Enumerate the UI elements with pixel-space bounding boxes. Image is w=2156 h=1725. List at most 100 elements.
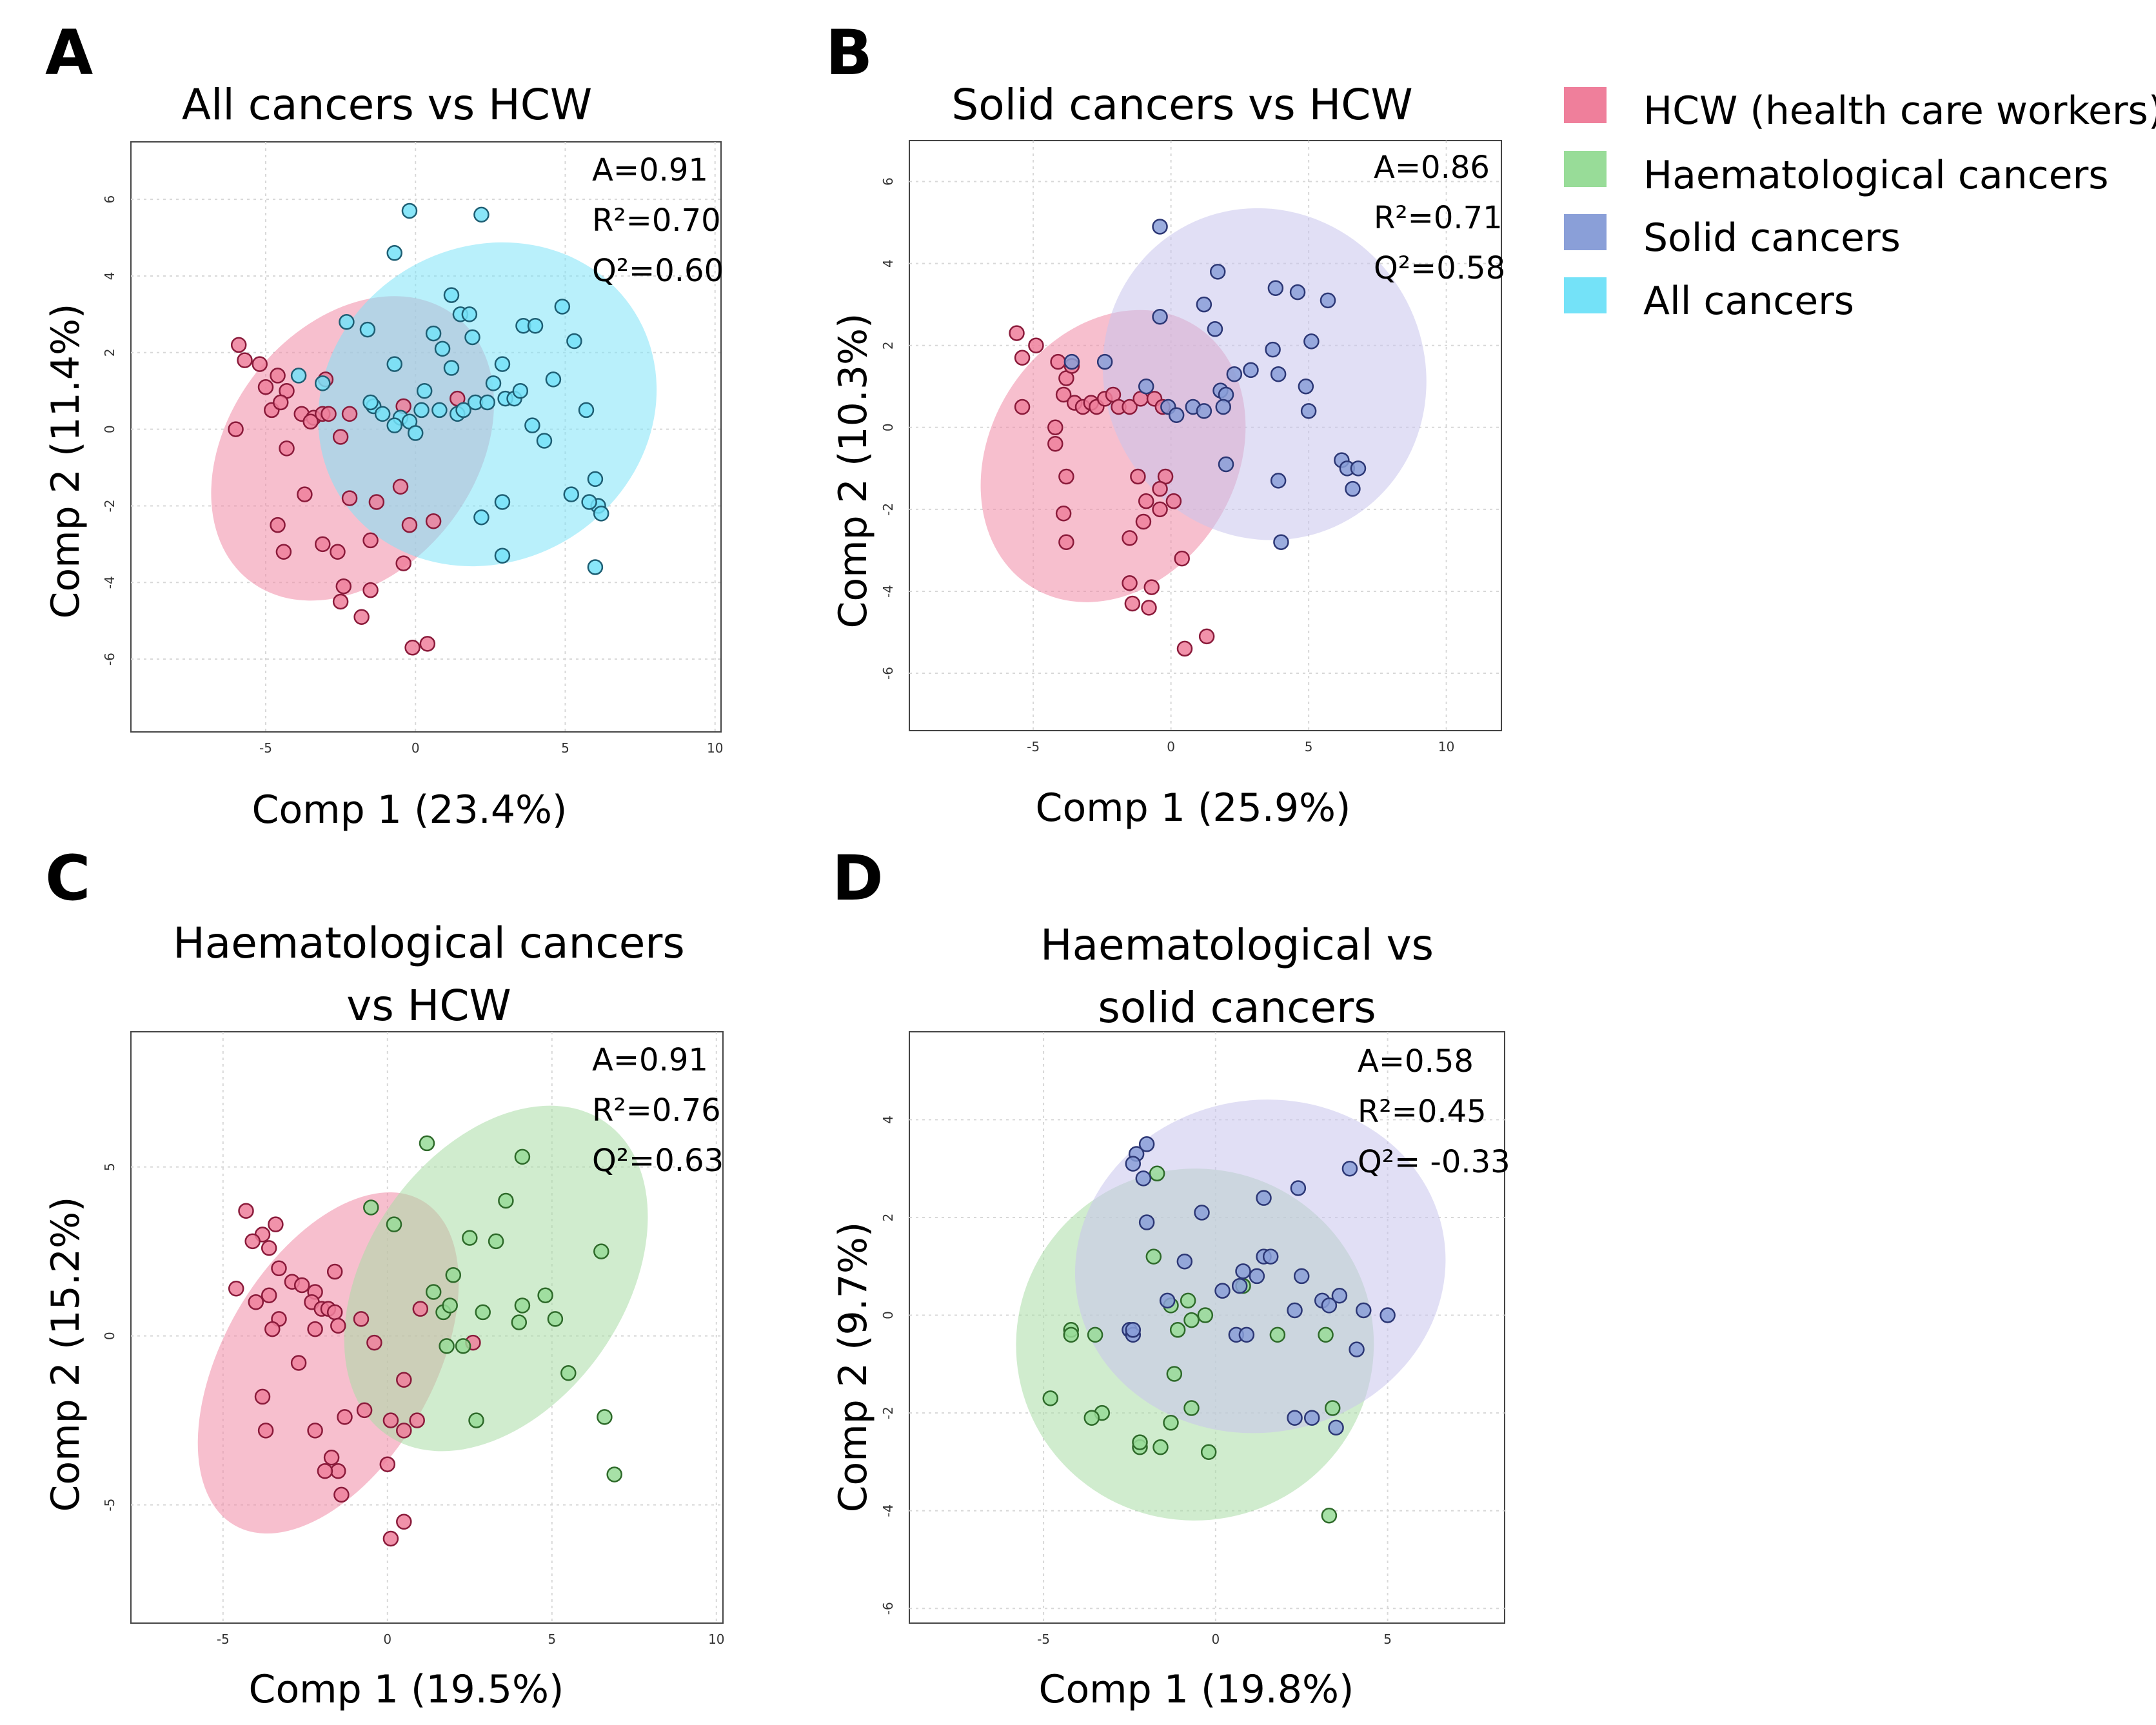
panel-b-point-hcw: [1138, 493, 1154, 509]
panel-b-y-tick-label: 6: [880, 177, 896, 186]
panel-a-point-hcw: [321, 406, 337, 422]
panel-a-point-all-cancers: [425, 325, 442, 342]
panel-a-x-axis-label: Comp 1 (23.4%): [252, 787, 568, 833]
panel-b-y-tick-label: 2: [880, 341, 896, 350]
panel-a: All cancers vs HCW -5 0 5 10 -6 -4 -2 0 2 4 6 A=0.…: [43, 80, 724, 833]
panel-a-point-all-cancers: [593, 506, 609, 522]
panel-b-point-hcw: [1130, 468, 1146, 485]
panel-b-point-solid-cancers: [1152, 308, 1168, 325]
panel-b-stat-a: A=0.86: [1374, 150, 1490, 186]
panel-letter-b: B: [826, 17, 873, 89]
panel-c-x-tick-label: 10: [708, 1631, 724, 1647]
panel-a-point-all-cancers: [536, 433, 553, 449]
panel-b-point-hcw: [1124, 595, 1141, 612]
panel-c-point-haematological-cancers: [425, 1284, 442, 1300]
panel-a-point-hcw: [419, 636, 436, 652]
panel-d-point-solid-cancers: [1214, 1283, 1231, 1299]
panel-a-point-all-cancers: [494, 547, 511, 564]
panel-c-y-tick-label: 5: [102, 1163, 117, 1171]
panel-c-point-haematological-cancers: [462, 1230, 478, 1246]
panel-c-title-line-2: vs HCW: [346, 981, 511, 1030]
panel-c-point-haematological-cancers: [455, 1338, 471, 1354]
panel-a-point-hcw: [392, 478, 409, 495]
panel-letter-c: C: [45, 842, 90, 914]
panel-a-point-hcw: [315, 536, 331, 553]
panel-b-point-hcw: [1122, 530, 1138, 546]
panel-c-point-hcw: [396, 1513, 412, 1530]
panel-c-point-haematological-cancers: [419, 1135, 435, 1152]
panel-d-point-solid-cancers: [1328, 1419, 1344, 1436]
panel-a-point-all-cancers: [563, 486, 580, 502]
panel-a-point-all-cancers: [431, 402, 448, 419]
panel-b: Solid cancers vs HCW -5 0 5 10 -6 -4 -2 0 2 4 6 A=…: [831, 80, 1505, 831]
panel-d-point-solid-cancers: [1262, 1248, 1279, 1265]
panel-d-x-tick-label: -5: [1037, 1631, 1050, 1647]
panel-d-point-solid-cancers: [1235, 1263, 1251, 1279]
panel-d-y-axis-label: Comp 2 (9.7%): [831, 1222, 876, 1513]
panel-c-point-hcw: [379, 1456, 396, 1472]
panel-b-point-hcw: [1122, 399, 1138, 415]
panel-a-y-tick-label: -2: [102, 499, 117, 512]
panel-a-stat-a: A=0.91: [592, 152, 708, 188]
panel-d-point-solid-cancers: [1125, 1156, 1142, 1172]
panel-c-x-tick-label: -5: [217, 1631, 230, 1647]
panel-a-point-all-cancers: [473, 509, 490, 526]
panel-a-point-all-cancers: [578, 402, 595, 419]
panel-d-point-solid-cancers: [1287, 1302, 1303, 1319]
panel-a-point-hcw: [297, 486, 313, 502]
panel-c-y-tick-label: -5: [102, 1499, 117, 1512]
panel-a-point-hcw: [302, 413, 319, 429]
panel-d-point-solid-cancers: [1331, 1287, 1348, 1304]
panel-a-y-axis-label: Comp 2 (11.4%): [43, 304, 88, 619]
panel-b-point-hcw: [1143, 579, 1160, 595]
panel-a-point-all-cancers: [587, 471, 604, 488]
panel-c-point-hcw: [248, 1294, 264, 1310]
legend-swatch-solid: [1564, 214, 1607, 250]
panel-b-x-axis-label: Comp 1 (25.9%): [1036, 785, 1351, 831]
panel-d-point-solid-cancers: [1380, 1307, 1396, 1323]
panel-b-point-hcw: [1165, 493, 1182, 509]
panel-d-y-tick-label: 0: [880, 1311, 896, 1319]
panel-c-point-haematological-cancers: [498, 1192, 514, 1209]
panel-b-point-hcw: [1152, 480, 1168, 497]
panel-a-point-all-cancers: [434, 340, 451, 357]
panel-b-y-tick-label: 4: [880, 259, 896, 268]
panel-b-point-solid-cancers: [1267, 280, 1284, 296]
panel-d-point-haematological-cancers: [1197, 1307, 1214, 1323]
panel-c-point-hcw: [330, 1317, 346, 1334]
panel-d-point-haematological-cancers: [1063, 1326, 1080, 1343]
panel-c-point-haematological-cancers: [363, 1199, 379, 1216]
panel-d-point-haematological-cancers: [1169, 1322, 1186, 1338]
panel-a-point-all-cancers: [524, 417, 540, 433]
panel-c-point-haematological-cancers: [439, 1338, 455, 1354]
panel-b-point-solid-cancers: [1300, 403, 1317, 419]
panel-b-x-tick-label: 0: [1167, 739, 1175, 754]
panel-b-point-hcw: [1122, 575, 1138, 591]
panel-d-point-solid-cancers: [1159, 1292, 1176, 1309]
panel-d-point-solid-cancers: [1303, 1410, 1320, 1426]
panel-d-point-solid-cancers: [1356, 1302, 1372, 1319]
panel-a-point-hcw: [368, 494, 385, 510]
panel-b-point-hcw: [1014, 350, 1031, 366]
panel-c-x-tick-label: 0: [383, 1631, 391, 1647]
panel-a-point-hcw: [353, 609, 370, 626]
legend: HCW (health care workers) Haematological…: [1564, 87, 2156, 324]
panel-b-marks: [909, 141, 1501, 731]
panel-c-stat-r2: R²=0.76: [592, 1092, 721, 1129]
panel-b-y-tick-label: 0: [880, 423, 896, 431]
panel-d-x-tick-label: 0: [1211, 1631, 1220, 1647]
panel-a-point-hcw: [257, 379, 274, 395]
panel-c-point-haematological-cancers: [475, 1304, 491, 1321]
panel-a-point-hcw: [425, 513, 442, 529]
panel-b-x-tick-label: 5: [1305, 739, 1313, 754]
panel-a-stat-q2: Q²=0.60: [592, 253, 724, 289]
panel-c-point-haematological-cancers: [593, 1243, 609, 1259]
panel-b-point-hcw: [1058, 468, 1074, 485]
panel-b-point-hcw: [1047, 435, 1063, 452]
panel-b-point-hcw: [1047, 419, 1063, 436]
panel-a-y-tick-label: 2: [102, 348, 117, 357]
panel-b-point-hcw: [1198, 628, 1215, 645]
panel-c-ellipse-haematological-cancers: [344, 1105, 648, 1452]
panel-c-title-line-1: Haematological cancers: [173, 918, 685, 968]
panel-d-point-haematological-cancers: [1132, 1434, 1148, 1450]
